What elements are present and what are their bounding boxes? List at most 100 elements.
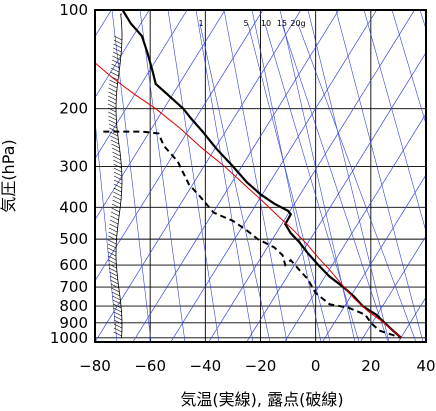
wind-barb	[113, 307, 122, 313]
mixing-ratio-label: 15	[277, 19, 287, 28]
x-tick-label: 0	[311, 357, 321, 375]
isotherm-line	[170, 10, 377, 342]
wind-barb	[110, 279, 119, 285]
dry-adiabat-line	[195, 10, 254, 342]
series-line-0	[121, 10, 402, 339]
wind-barb	[113, 171, 123, 177]
y-tick-label: 400	[59, 198, 88, 216]
wind-barb	[112, 299, 121, 305]
mixing-ratio-line	[281, 23, 389, 342]
wind-barb	[109, 131, 119, 137]
wind-barb	[108, 123, 118, 129]
x-tick-label: −60	[134, 357, 166, 375]
series-line-2	[95, 62, 402, 339]
y-tick-label: 700	[59, 278, 88, 296]
wind-barb	[108, 111, 117, 117]
wind-barb	[112, 199, 121, 205]
wind-barb	[110, 67, 120, 73]
dry-adiabat-line	[335, 10, 424, 342]
wind-barb	[110, 139, 120, 145]
wind-barb	[113, 175, 123, 181]
dry-adiabat-line	[111, 10, 152, 342]
wind-barb	[108, 239, 117, 245]
isotherm-line	[284, 113, 426, 342]
wind-barb	[111, 291, 121, 297]
wind-barb	[108, 263, 117, 269]
y-tick-label: 600	[59, 256, 88, 274]
wind-barb	[109, 227, 118, 233]
wind-barb	[110, 71, 119, 77]
dry-adiabat-line	[307, 10, 390, 342]
dry-adiabat-line	[167, 10, 220, 342]
x-tick-label: −40	[190, 357, 222, 375]
mixing-ratio-label: 5	[243, 19, 248, 28]
wind-barb	[113, 311, 122, 317]
y-tick-label: 300	[59, 157, 88, 175]
wind-barb	[110, 215, 119, 221]
series-lines	[95, 10, 402, 339]
mixing-ratio-lines	[199, 23, 417, 342]
y-tick-label: 900	[59, 314, 88, 332]
isotherm-line	[95, 10, 264, 282]
wind-barb	[112, 195, 122, 201]
wind-barb	[107, 247, 117, 253]
wind-barb	[111, 59, 121, 65]
wind-barb	[111, 143, 120, 149]
wind-barb-shaft	[115, 13, 123, 339]
wind-barb	[107, 107, 117, 113]
wind-barb	[112, 55, 121, 61]
wind-barb	[112, 155, 122, 161]
dry-adiabat-line	[363, 10, 426, 233]
wind-barb	[107, 103, 117, 109]
wind-barb	[113, 331, 122, 337]
wind-barb	[107, 99, 117, 105]
wind-barbs	[107, 13, 123, 339]
wind-barb	[108, 95, 117, 101]
wind-barb	[109, 275, 118, 281]
wind-barb	[109, 223, 118, 229]
wind-barb	[113, 327, 123, 333]
wind-barb	[108, 87, 117, 93]
wind-barb	[110, 135, 119, 141]
x-tick-label: 20	[361, 357, 380, 375]
isotherm-line	[397, 296, 426, 342]
x-tick-labels: −80 −60 −40 −20 0 20 40	[79, 357, 435, 375]
wind-barb	[108, 119, 117, 125]
wind-barb	[113, 323, 123, 329]
mixing-ratio-line	[199, 23, 271, 342]
wind-barb	[108, 267, 118, 273]
y-axis-title: 気圧(hPa)	[0, 139, 18, 212]
wind-barb	[112, 51, 122, 57]
dry-adiabat-line	[95, 117, 118, 342]
wind-barb	[108, 259, 117, 265]
wind-barb	[113, 47, 122, 53]
wind-barb	[113, 315, 123, 321]
wind-barb	[113, 179, 123, 185]
y-tick-label: 1000	[50, 329, 88, 347]
isotherm-line	[95, 10, 150, 99]
x-tick-label: −80	[79, 357, 111, 375]
isotherm-line	[132, 10, 340, 342]
wind-barb	[109, 219, 119, 225]
isotherm-line	[246, 51, 426, 342]
wind-barb	[108, 235, 117, 241]
wind-barb	[113, 303, 122, 309]
wind-barb	[113, 35, 123, 41]
dry-adiabat-lines	[95, 10, 426, 342]
wind-barb	[110, 283, 120, 289]
wind-barb	[113, 167, 122, 173]
wind-barb	[111, 147, 121, 153]
wind-barb	[113, 187, 122, 193]
wind-barb	[109, 79, 118, 85]
mixing-ratio-label: 20g	[290, 19, 305, 28]
isotherm-line	[360, 235, 426, 342]
isotherm-line	[208, 10, 415, 342]
wind-barb	[109, 271, 118, 277]
dry-adiabat-line	[419, 10, 426, 30]
wind-barb	[108, 91, 117, 97]
isotherm-line	[95, 10, 188, 160]
wind-barb	[108, 115, 117, 121]
wind-barb	[113, 159, 122, 165]
